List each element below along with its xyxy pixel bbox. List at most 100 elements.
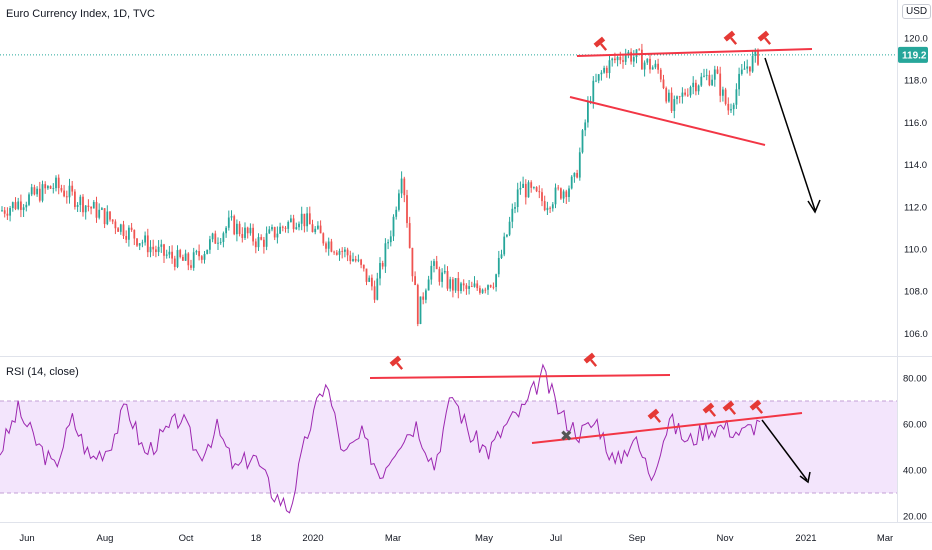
candle-body [735,89,738,105]
candle-body [20,201,22,210]
candle-body [333,251,335,253]
candle-body [376,278,379,300]
candle-body [443,271,446,273]
candle-body [244,227,246,238]
candle-body [398,193,400,210]
candle-body [487,285,489,290]
candle-body [368,277,371,282]
candle-body [692,82,695,88]
candle-body [581,130,584,153]
candle-body [38,188,41,201]
candle-body [319,225,322,234]
candle-body [284,227,287,229]
candle-body [373,286,376,300]
candle-body [222,233,225,242]
candle-body [533,187,535,188]
candle-body [603,67,605,73]
hammer-icon [702,402,717,417]
candle-body [460,283,462,292]
candle-body [82,196,84,213]
candle-body [217,242,219,244]
candle-body [141,242,144,244]
price-y-tick: 116.0 [904,118,927,129]
candle-body [384,243,387,267]
candle-body [535,187,538,192]
candle-body [252,227,254,242]
candle-body [425,290,427,300]
support-trendline [569,96,766,146]
candle-body [697,85,700,92]
candle-body [530,182,533,188]
candle-body [624,54,627,62]
candle-body [103,208,106,225]
candle-body [238,223,241,235]
candle-body [524,183,527,198]
candle-body [171,251,173,259]
candle-body [9,208,11,216]
candle-body [489,285,492,287]
candle-body [678,96,681,98]
candle-body [616,56,619,61]
candle-body [619,56,622,61]
candle-body [414,276,416,286]
x-tick-label: Sep [629,533,646,544]
candle-body [433,261,435,266]
candle-body [176,250,179,267]
candle-body [187,253,190,266]
candle-body [614,58,616,61]
candle-body [514,207,516,209]
candle-body [422,296,425,300]
price-y-tick: 118.0 [904,76,927,87]
rsi-resistance-trendline [369,374,671,379]
candle-body [295,227,298,230]
candle-body [565,191,568,198]
candle-body [125,235,128,240]
candle-body [227,217,230,228]
candle-body [344,249,346,252]
candle-body [60,188,63,191]
x-tick-label: Mar [385,533,401,544]
candle-body [562,191,565,199]
candle-body [543,201,546,211]
candle-body [608,60,611,74]
x-tick-label: May [475,533,493,544]
candle-body [600,72,603,75]
candle-body [133,229,136,239]
hammer-head [389,355,402,367]
candle-body [292,218,295,230]
candle-body [389,236,392,243]
candle-body [273,227,276,238]
currency-badge[interactable]: USD [902,4,932,19]
candle-body [465,285,468,289]
candle-body [92,201,95,209]
candle-body [627,51,630,55]
candle-body [209,239,211,250]
candle-body [541,192,543,202]
hammer-icon [647,408,662,423]
candle-body [184,253,187,261]
candle-body [379,263,381,279]
candle-body [446,271,449,289]
last-price-label: 119.2 [902,50,927,61]
candle-body [495,274,497,288]
candle-body [341,250,344,252]
rsi-y-tick: 20.00 [903,512,927,523]
candle-body [746,66,749,69]
candle-body [700,76,703,86]
candle-body [554,187,557,205]
candle-body [519,187,522,190]
candle-body [130,227,133,230]
candle-body [743,68,746,70]
candle-body [654,63,657,68]
candle-body [198,251,200,257]
candle-body [306,213,308,227]
candle-body [392,216,395,237]
candle-body [689,87,692,96]
candle-body [708,74,711,86]
candle-body [241,234,244,238]
candle-body [17,201,20,209]
candle-body [346,249,349,256]
candle-body [673,99,676,111]
candle-body [597,74,600,81]
